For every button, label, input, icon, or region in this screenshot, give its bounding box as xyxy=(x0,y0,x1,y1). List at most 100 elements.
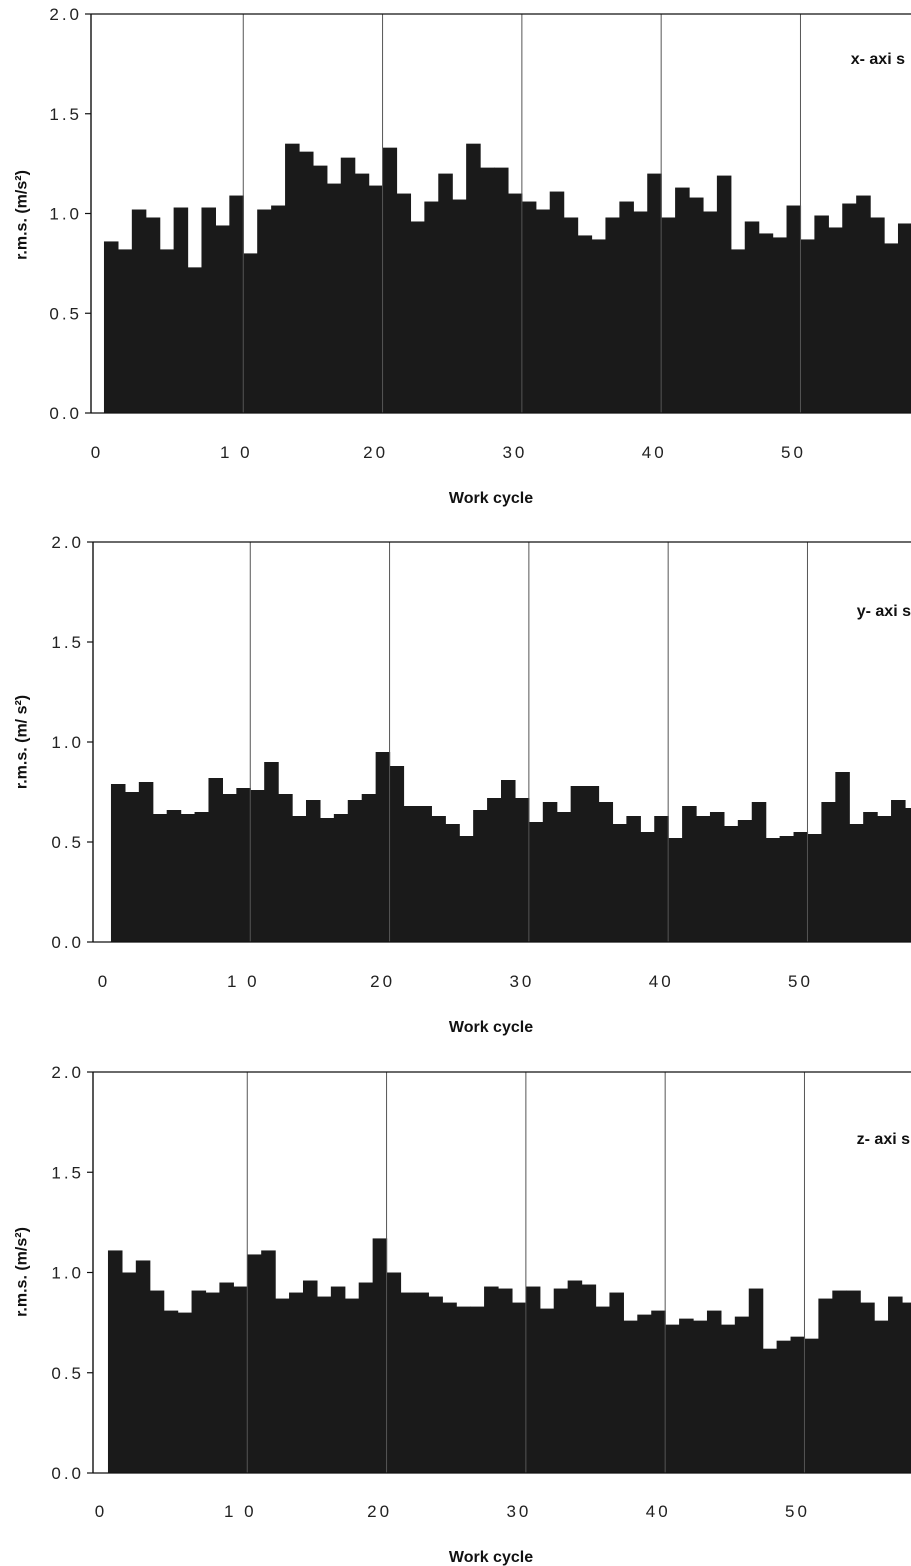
z-axis-xtick-label: 0 xyxy=(95,1502,107,1521)
y-axis-bar-3 xyxy=(138,782,154,942)
x-axis-bar-27 xyxy=(466,143,481,414)
y-axis-bar-8 xyxy=(208,778,223,942)
z-axis-bar-1 xyxy=(107,1250,123,1473)
x-axis-bar-4 xyxy=(145,217,161,413)
y-axis-bar-51 xyxy=(807,834,822,942)
y-axis-xtick-label: 0 xyxy=(98,972,110,991)
y-axis-bar-20 xyxy=(375,752,391,942)
z-axis-ytick-label: 2.0 xyxy=(51,1063,84,1082)
y-axis-bar-58 xyxy=(904,808,911,942)
z-axis-bar-14 xyxy=(289,1292,304,1473)
x-axis-bar-33 xyxy=(549,191,565,413)
z-axis-bar-46 xyxy=(734,1316,750,1473)
y-axis-bar-35 xyxy=(584,786,600,942)
z-axis-ylabel: r.m.s. (m/s²) xyxy=(14,1227,31,1317)
x-axis-ytick-label: 1.5 xyxy=(49,105,82,124)
x-axis-bar-51 xyxy=(800,239,815,413)
y-axis-bar-6 xyxy=(180,814,196,942)
y-axis-bar-42 xyxy=(682,806,697,942)
z-axis-bar-3 xyxy=(135,1260,151,1473)
x-axis-bar-24 xyxy=(424,201,439,413)
x-axis-bar-9 xyxy=(215,225,230,413)
x-axis-xtick-label: 40 xyxy=(642,443,667,462)
y-axis-bar-7 xyxy=(194,812,210,942)
z-axis-bar-33 xyxy=(553,1288,569,1473)
y-axis-bar-53 xyxy=(835,772,850,942)
y-axis-bar-39 xyxy=(640,832,655,942)
y-axis-bar-17 xyxy=(333,814,349,942)
z-axis-bar-15 xyxy=(302,1280,318,1473)
y-axis-bar-5 xyxy=(166,810,182,942)
z-axis-bar-34 xyxy=(567,1280,583,1473)
y-axis-bar-24 xyxy=(431,816,446,942)
x-axis-bar-14 xyxy=(285,143,300,414)
y-axis-bar-21 xyxy=(389,766,405,942)
z-axis-ytick-label: 1.0 xyxy=(51,1264,84,1283)
y-axis-bar-27 xyxy=(473,810,488,942)
x-axis-bar-54 xyxy=(842,203,857,413)
z-axis-bar-44 xyxy=(706,1310,722,1473)
z-axis-xtick-label: 30 xyxy=(506,1502,531,1521)
z-axis-bar-52 xyxy=(818,1298,833,1473)
y-axis-bar-48 xyxy=(765,838,781,942)
y-axis-bar-46 xyxy=(737,820,753,942)
z-axis-x-ticks: 0 1 0 20 30 40 50 xyxy=(95,1502,810,1521)
y-axis-bar-57 xyxy=(891,800,906,942)
x-axis-panel: 0.0 0.5 1.0 1.5 2.0 0 1 0 20 30 40 50 x- axi s Wo… xyxy=(14,5,911,507)
x-axis-bar-1 xyxy=(103,241,119,413)
x-axis-bar-15 xyxy=(298,151,314,413)
x-axis-bar-2 xyxy=(117,249,133,413)
x-axis-bar-58 xyxy=(897,223,911,413)
x-axis-bar-37 xyxy=(605,217,620,413)
x-axis-bar-7 xyxy=(187,267,203,413)
y-axis-xtick-label: 40 xyxy=(649,972,674,991)
y-axis-bar-40 xyxy=(654,816,669,942)
z-axis-gridlines xyxy=(246,1072,805,1473)
y-axis-bar-12 xyxy=(264,762,279,942)
y-axis-bar-9 xyxy=(222,794,237,942)
z-axis-bar-38 xyxy=(623,1320,638,1473)
y-axis-bar-22 xyxy=(403,806,419,942)
z-axis-ytick-label: 1.5 xyxy=(51,1163,84,1182)
z-axis-bar-12 xyxy=(261,1250,276,1473)
z-axis-bar-55 xyxy=(860,1302,875,1473)
x-axis-bar-38 xyxy=(619,201,634,413)
z-axis-bar-57 xyxy=(888,1296,903,1473)
z-axis-bar-13 xyxy=(275,1298,290,1473)
x-axis-bar-57 xyxy=(884,243,899,413)
x-axis-ytick-label: 0.5 xyxy=(49,304,82,323)
x-axis-ytick-label: 1.0 xyxy=(49,205,82,224)
y-axis-bar-4 xyxy=(152,814,168,942)
x-axis-bar-10 xyxy=(229,195,244,413)
z-axis-bar-25 xyxy=(442,1302,457,1473)
z-axis-bar-32 xyxy=(539,1308,555,1473)
x-axis-bar-35 xyxy=(577,235,593,413)
x-axis-xtick-label: 1 0 xyxy=(220,443,253,462)
z-axis-xtick-label: 50 xyxy=(785,1502,810,1521)
z-axis-bar-22 xyxy=(400,1292,416,1473)
y-axis-bar-23 xyxy=(417,806,432,942)
x-axis-bar-25 xyxy=(438,173,453,413)
x-axis-xtick-label: 20 xyxy=(363,443,388,462)
x-axis-bar-56 xyxy=(870,217,885,413)
z-axis-bar-37 xyxy=(609,1292,624,1473)
y-axis-xlabel: Work cycle xyxy=(449,1019,533,1036)
x-axis-bar-6 xyxy=(173,207,189,413)
z-axis-bar-8 xyxy=(205,1292,220,1473)
y-axis-ytick-label: 2.0 xyxy=(51,533,84,552)
z-axis-bar-42 xyxy=(679,1318,694,1473)
z-axis-bar-40 xyxy=(651,1310,666,1473)
z-axis-bar-20 xyxy=(372,1238,388,1473)
x-axis-bar-44 xyxy=(702,211,718,413)
x-axis-xtick-label: 30 xyxy=(502,443,527,462)
y-axis-bar-15 xyxy=(305,800,321,942)
z-axis-bar-16 xyxy=(316,1296,332,1473)
z-axis-bars xyxy=(107,1238,911,1473)
x-axis-bar-49 xyxy=(772,237,788,413)
x-axis-bar-31 xyxy=(521,201,537,413)
x-axis-bar-17 xyxy=(326,183,342,413)
z-axis-panel-label: z- axi s xyxy=(857,1131,910,1148)
y-axis-bar-30 xyxy=(514,798,530,942)
z-axis-bar-45 xyxy=(720,1324,736,1473)
x-axis-ytick-label: 2.0 xyxy=(49,5,82,24)
